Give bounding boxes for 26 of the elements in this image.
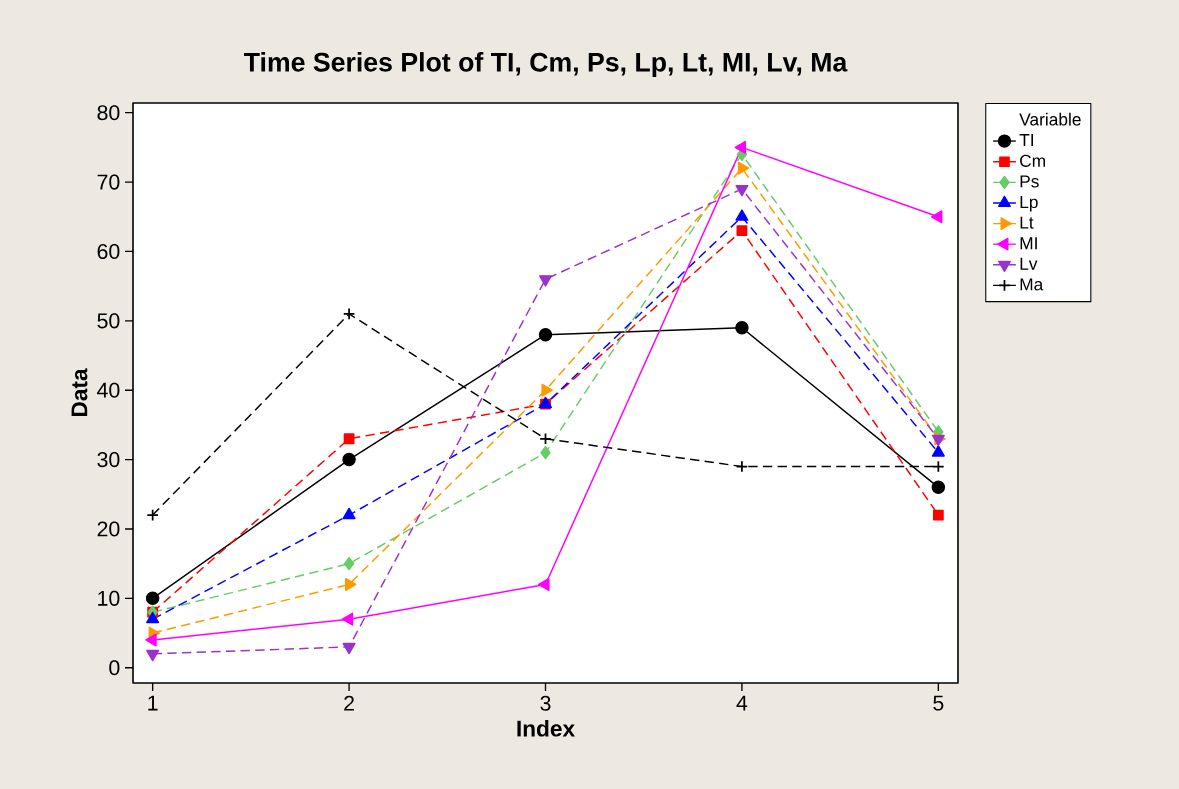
legend-label: Cm	[1020, 154, 1045, 167]
y-axis-title: Data	[71, 368, 88, 417]
legend-label: Ps	[1020, 175, 1039, 188]
y-tick-label: 0	[109, 660, 120, 676]
y-tick-label: 80	[97, 105, 120, 121]
y-tick-label: 60	[97, 243, 120, 260]
y-tick-label: 20	[97, 521, 120, 537]
x-tick-label: 3	[540, 695, 551, 711]
y-tick-label: 70	[97, 174, 120, 190]
legend-label: Lp	[1020, 196, 1038, 212]
y-tick-label: 10	[98, 590, 120, 606]
x-axis-title: Index	[517, 719, 575, 737]
x-tick-label: 4	[736, 695, 748, 711]
legend-label: MI	[1020, 237, 1037, 250]
legend-label: Lt	[1020, 216, 1034, 229]
y-tick-label: 50	[97, 313, 120, 329]
x-tick-label: 5	[933, 695, 944, 711]
legend-title: Variable	[1019, 112, 1081, 126]
legend-label: Lv	[1020, 257, 1038, 270]
y-tick-label: 30	[97, 452, 120, 468]
x-tick-label: 2	[344, 695, 354, 711]
chart-title: Time Series Plot of TI, Cm, Ps, Lp, Lt, MI, Lv, Ma	[244, 52, 848, 77]
y-tick-label: 40	[97, 382, 120, 398]
x-tick-label: 1	[148, 695, 158, 711]
legend-label: Ma	[1020, 278, 1044, 291]
legend-label: TI	[1019, 134, 1033, 147]
